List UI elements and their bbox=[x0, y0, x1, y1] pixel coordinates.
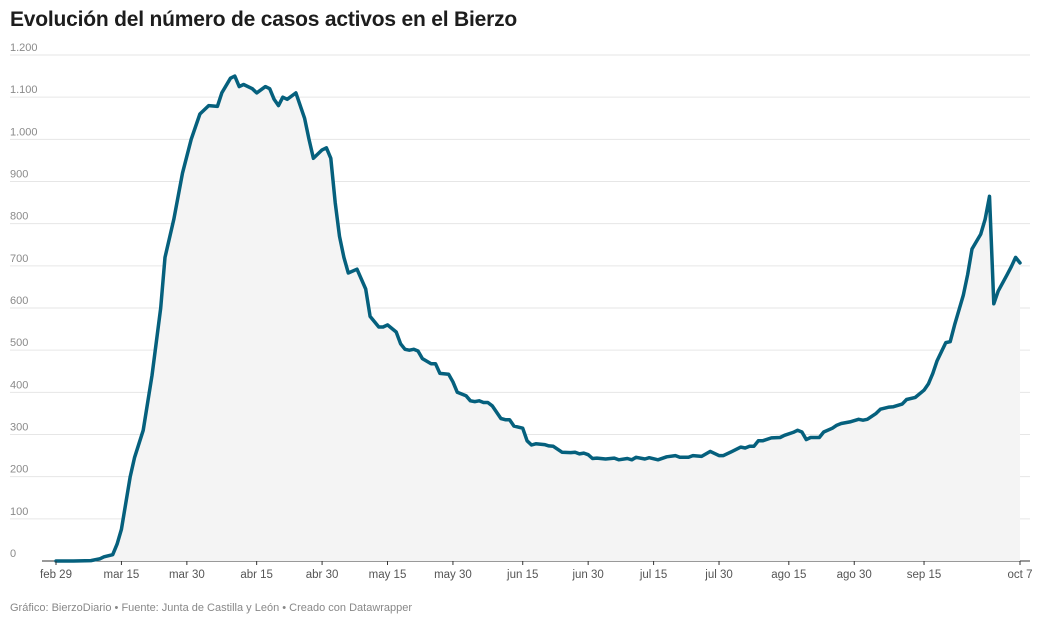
y-tick-label: 1.000 bbox=[10, 126, 38, 138]
y-tick-label: 600 bbox=[10, 295, 28, 307]
y-tick-label: 1.200 bbox=[10, 42, 38, 54]
y-tick-label: 800 bbox=[10, 211, 28, 223]
y-tick-label: 0 bbox=[10, 548, 16, 560]
x-tick-label: mar 15 bbox=[104, 569, 140, 581]
x-tick-label: jul 30 bbox=[704, 569, 733, 581]
x-tick-label: ago 30 bbox=[837, 569, 872, 581]
y-tick-label: 1.100 bbox=[10, 84, 38, 96]
x-tick-label: oct 7 bbox=[1008, 569, 1033, 581]
x-tick-label: jun 30 bbox=[571, 569, 603, 581]
active-cases-chart: 0 100 200 300 400 500 600 700 800 900 1.000 1.100 1.… bbox=[10, 42, 1032, 581]
y-tick-label: 900 bbox=[10, 169, 28, 181]
x-tick-label: mar 30 bbox=[169, 569, 205, 581]
y-tick-label: 300 bbox=[10, 422, 28, 434]
line-layer bbox=[54, 74, 1022, 563]
chart-footer: Gráfico: BierzoDiario • Fuente: Junta de… bbox=[10, 602, 413, 614]
y-tick-label: 700 bbox=[10, 253, 28, 265]
x-tick-label: jun 15 bbox=[506, 569, 538, 581]
area-fill-layer bbox=[56, 76, 1020, 561]
x-tick-label: sep 15 bbox=[907, 569, 942, 581]
x-tick-label: abr 30 bbox=[306, 569, 339, 581]
y-tick-label: 400 bbox=[10, 379, 28, 391]
x-tick-label: jul 15 bbox=[639, 569, 668, 581]
y-tick-label: 500 bbox=[10, 337, 28, 349]
x-tick-label: abr 15 bbox=[240, 569, 273, 581]
y-axis-labels: 0 100 200 300 400 500 600 700 800 900 1.000 1.100 1.… bbox=[10, 42, 38, 560]
y-tick-label: 100 bbox=[10, 506, 28, 518]
x-axis-labels: feb 29 mar 15 mar 30 abr 15 abr 30 may 15 may … bbox=[40, 561, 1032, 581]
x-tick-label: feb 29 bbox=[40, 569, 72, 581]
y-tick-label: 200 bbox=[10, 464, 28, 476]
series-area bbox=[56, 76, 1020, 561]
x-tick-label: may 30 bbox=[434, 569, 472, 581]
series-line bbox=[54, 74, 1022, 563]
x-tick-label: may 15 bbox=[369, 569, 407, 581]
chart-title: Evolución del número de casos activos en… bbox=[10, 8, 517, 31]
x-tick-label: ago 15 bbox=[771, 569, 806, 581]
